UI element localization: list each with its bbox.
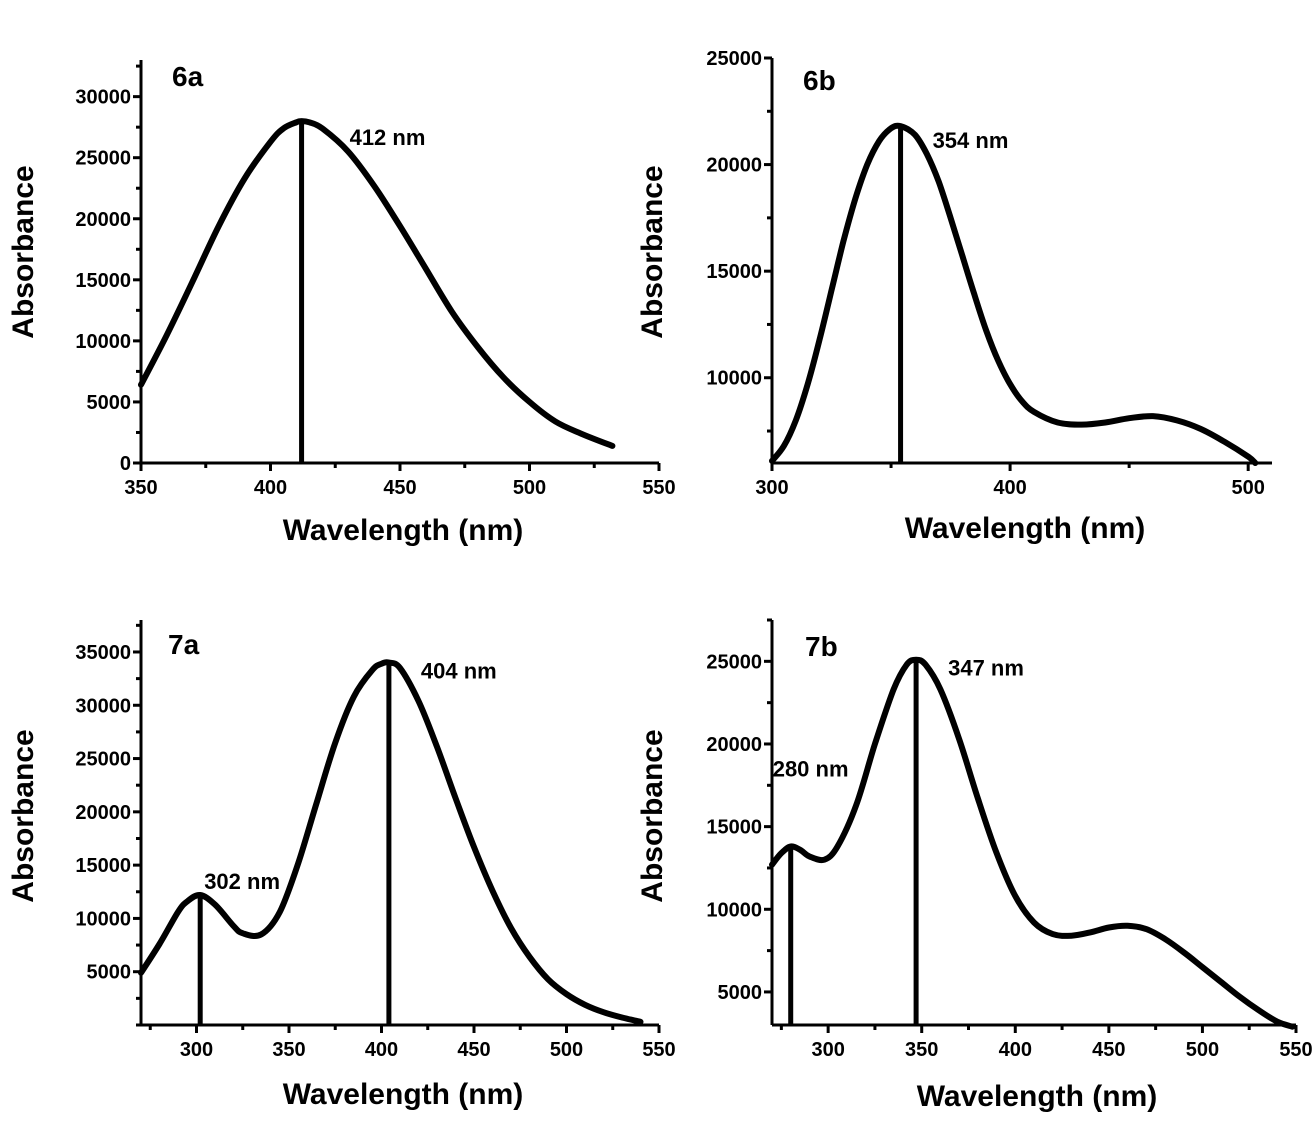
y-tick-label: 5000 (87, 392, 132, 414)
x-tick-label: 300 (180, 1039, 213, 1061)
y-tick-label: 10000 (706, 368, 762, 390)
y-tick-label: 15000 (706, 261, 762, 283)
panel-label: 7a (168, 629, 200, 660)
x-tick-label: 400 (999, 1039, 1032, 1061)
x-tick-label: 450 (383, 477, 416, 499)
panel-label: 6b (803, 65, 836, 96)
x-tick-label: 450 (1092, 1039, 1125, 1061)
x-tick-label: 550 (1279, 1039, 1312, 1061)
x-axis-label: Wavelength (nm) (905, 512, 1146, 545)
x-tick-label: 350 (124, 477, 157, 499)
x-axis-label: Wavelength (nm) (917, 1080, 1158, 1113)
x-tick-label: 350 (272, 1039, 305, 1061)
y-tick-label: 5000 (87, 962, 132, 984)
panel-label: 7b (805, 631, 838, 662)
y-tick-label: 15000 (75, 270, 131, 292)
y-tick-label: 25000 (706, 651, 762, 673)
spectrum-line (138, 118, 616, 449)
x-tick-label: 350 (905, 1039, 938, 1061)
y-tick-label: 30000 (75, 87, 131, 109)
y-axis-label: Absorbance (7, 165, 40, 338)
x-axis-label: Wavelength (nm) (283, 1078, 524, 1111)
x-tick-label: 550 (642, 477, 675, 499)
y-tick-label: 30000 (75, 695, 131, 717)
peak-label: 404 nm (421, 659, 497, 684)
x-tick-label: 400 (993, 477, 1026, 499)
x-tick-label: 500 (550, 1039, 583, 1061)
x-tick-label: 550 (642, 1039, 675, 1061)
y-tick-label: 0 (120, 453, 131, 475)
y-tick-label: 20000 (75, 802, 131, 824)
chart-panel-6b: 10000 15000 20000 25000 300 400 500 Wavelength … (636, 48, 1272, 545)
x-tick-label: 500 (513, 477, 546, 499)
y-tick-label: 5000 (718, 982, 763, 1004)
x-tick-label: 500 (1232, 477, 1265, 499)
panel-label: 6a (172, 61, 204, 92)
peak-label: 302 nm (204, 869, 280, 894)
spectrum-line (769, 122, 1259, 466)
x-tick-label: 450 (457, 1039, 490, 1061)
y-tick-label: 20000 (706, 155, 762, 177)
y-tick-label: 25000 (75, 749, 131, 771)
x-tick-label: 300 (755, 477, 788, 499)
y-axis-label: Absorbance (636, 729, 669, 902)
x-tick-label: 400 (365, 1039, 398, 1061)
peak-label: 412 nm (350, 125, 426, 150)
y-tick-label: 15000 (75, 855, 131, 877)
y-axis-label: Absorbance (636, 165, 669, 338)
y-tick-label: 15000 (706, 817, 762, 839)
chart-panel-7b: 5000 10000 15000 20000 25000 300 350 400 450 500 5… (636, 618, 1313, 1113)
y-tick-label: 35000 (75, 642, 131, 664)
y-tick-label: 25000 (75, 148, 131, 170)
y-tick-label: 10000 (75, 908, 131, 930)
y-tick-label: 25000 (706, 48, 762, 70)
x-tick-label: 300 (811, 1039, 844, 1061)
spectrum-line (769, 656, 1296, 1030)
peak-label: 354 nm (933, 128, 1009, 153)
y-axis-label: Absorbance (7, 729, 40, 902)
y-tick-label: 20000 (75, 209, 131, 231)
chart-panel-6a: 0 5000 10000 15000 20000 25000 30000 350 400 450 5… (7, 60, 676, 547)
chart-panel-7a: 5000 10000 15000 20000 25000 30000 35000 300 350… (7, 620, 676, 1111)
spectrum-line (138, 659, 644, 1025)
x-tick-label: 400 (254, 477, 287, 499)
peak-label: 347 nm (948, 656, 1024, 681)
y-tick-label: 20000 (706, 734, 762, 756)
peak-label: 280 nm (773, 756, 849, 781)
x-axis-label: Wavelength (nm) (283, 514, 524, 547)
y-tick-label: 10000 (706, 899, 762, 921)
y-tick-label: 10000 (75, 331, 131, 353)
x-tick-label: 500 (1186, 1039, 1219, 1061)
